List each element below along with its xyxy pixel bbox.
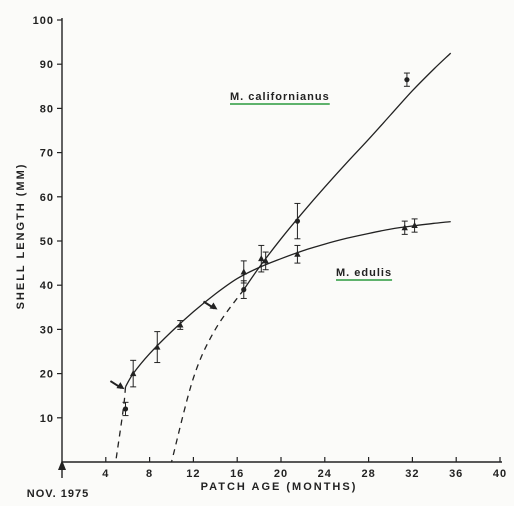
y-tick-label-10: 10 <box>40 413 54 425</box>
dot-marker <box>241 287 247 293</box>
x-tick-label-12: 12 <box>186 468 200 480</box>
curve-extrapolation-edulis <box>115 386 127 463</box>
triangle-marker <box>258 255 265 262</box>
triangle-marker <box>240 268 247 275</box>
x-tick-label-32: 32 <box>405 468 419 480</box>
point-edulis-5 <box>262 251 269 271</box>
x-tick-label-8: 8 <box>146 468 153 480</box>
x-tick-label-36: 36 <box>449 468 463 480</box>
x-tick-label-20: 20 <box>274 468 288 480</box>
point-edulis-8 <box>411 218 418 233</box>
point-californianus-0 <box>122 401 129 417</box>
triangle-marker <box>154 343 161 350</box>
point-edulis-4 <box>258 244 265 273</box>
y-tick-label-80: 80 <box>40 103 54 115</box>
curve-extrapolation-californianus <box>170 289 245 463</box>
x-tick-label-40: 40 <box>493 468 507 480</box>
data-points <box>122 72 418 417</box>
point-californianus-3 <box>403 72 410 87</box>
axes <box>61 18 502 463</box>
triangle-marker <box>262 257 269 264</box>
x-tick-label-16: 16 <box>230 468 244 480</box>
y-tick-label-60: 60 <box>40 192 54 204</box>
dot-marker <box>122 406 129 412</box>
x-tick-label-4: 4 <box>102 468 109 480</box>
triangle-marker <box>401 224 408 231</box>
x-origin-label: NOV. 1975 <box>27 488 89 500</box>
point-californianus-1 <box>240 280 247 299</box>
arrow-annotation-0 <box>109 380 125 390</box>
dot-marker <box>294 218 301 224</box>
series-label-californianus: M. californianus <box>230 91 330 103</box>
origin-marker-icon <box>58 460 66 470</box>
curve-californianus <box>243 52 452 290</box>
y-tick-label-100: 100 <box>33 15 54 27</box>
y-tick-label-90: 90 <box>40 59 54 71</box>
y-tick-label-30: 30 <box>40 324 54 336</box>
triangle-marker <box>411 222 418 229</box>
triangle-marker <box>294 250 301 257</box>
x-tick-label-24: 24 <box>318 468 332 480</box>
point-edulis-2 <box>177 320 184 330</box>
annotations <box>109 103 393 390</box>
point-edulis-1 <box>154 331 161 364</box>
point-californianus-2 <box>294 202 301 240</box>
y-tick-label-70: 70 <box>40 148 54 160</box>
dot-marker <box>404 77 410 83</box>
point-edulis-7 <box>401 220 408 235</box>
point-edulis-6 <box>294 244 301 264</box>
y-tick-label-20: 20 <box>40 369 54 381</box>
curves <box>115 52 452 463</box>
triangle-marker <box>177 321 184 328</box>
point-edulis-3 <box>240 260 247 284</box>
x-tick-label-28: 28 <box>361 468 375 480</box>
ticks: 10 20 30 40 50 60 70 80 90 100 4 8 12 16 20 24 28 32 36 40 <box>33 15 507 480</box>
series-label-edulis: M. edulis <box>336 267 392 279</box>
arrow-head-icon <box>209 302 218 310</box>
point-edulis-0 <box>129 359 137 388</box>
y-axis-title: SHELL LENGTH (MM) <box>15 163 27 310</box>
arrow-head-icon <box>116 382 125 390</box>
x-axis-title: PATCH AGE (MONTHS) <box>201 481 358 493</box>
arrow-annotation-1 <box>202 300 218 310</box>
y-tick-label-40: 40 <box>40 280 54 292</box>
y-tick-label-50: 50 <box>40 236 54 248</box>
triangle-marker <box>129 370 137 377</box>
curve-edulis <box>124 220 451 388</box>
